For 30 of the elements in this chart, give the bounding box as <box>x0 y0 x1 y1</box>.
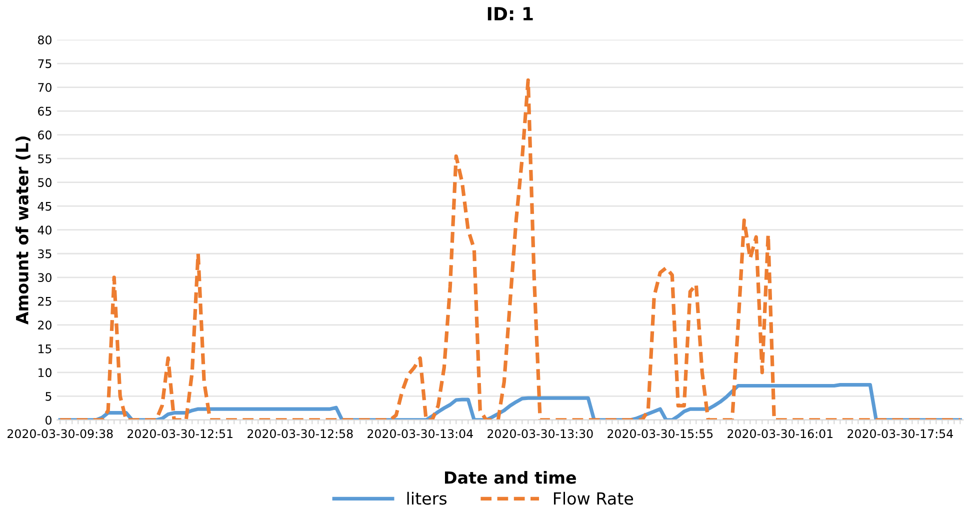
legend-label: liters <box>407 492 447 505</box>
y-tick-label: 0 <box>46 416 52 425</box>
x-tick-label: 2020-03-30-13:30 <box>488 429 593 438</box>
y-tick-label: 15 <box>38 344 52 354</box>
y-tick-label: 20 <box>38 320 52 330</box>
y-tick-label: 50 <box>38 178 52 187</box>
y-tick-label: 65 <box>38 106 52 116</box>
x-tick-label: 2020-03-30-13:04 <box>368 429 473 438</box>
y-tick-label: 75 <box>38 59 52 68</box>
y-tick-label: 10 <box>38 368 52 378</box>
legend-label: Flow Rate <box>554 492 634 505</box>
x-tick-label: 2020-03-30-16:01 <box>728 429 833 438</box>
x-tick-label: 2020-03-30-09:38 <box>8 429 113 438</box>
x-tick-label: 2020-03-30-12:51 <box>128 429 232 438</box>
y-tick-label: 35 <box>38 249 52 258</box>
y-tick-label: 60 <box>38 130 52 140</box>
y-tick-label: 70 <box>38 83 52 92</box>
x-axis-title: Date and time <box>444 470 576 484</box>
y-tick-label: 80 <box>38 35 52 44</box>
y-tick-label: 30 <box>38 273 52 282</box>
x-tick-label: 2020-03-30-15:55 <box>608 429 713 438</box>
y-axis-title: Amount of water (L) <box>16 136 30 325</box>
y-tick-label: 45 <box>38 202 52 211</box>
y-tick-label: 25 <box>38 296 52 306</box>
x-tick-label: 2020-03-30-12:58 <box>248 429 353 438</box>
y-tick-label: 5 <box>46 392 52 401</box>
chart-title: ID: 1 <box>488 7 533 20</box>
x-tick-label: 2020-03-30-17:54 <box>848 429 953 438</box>
y-tick-label: 55 <box>38 154 52 164</box>
y-tick-label: 40 <box>38 226 52 235</box>
